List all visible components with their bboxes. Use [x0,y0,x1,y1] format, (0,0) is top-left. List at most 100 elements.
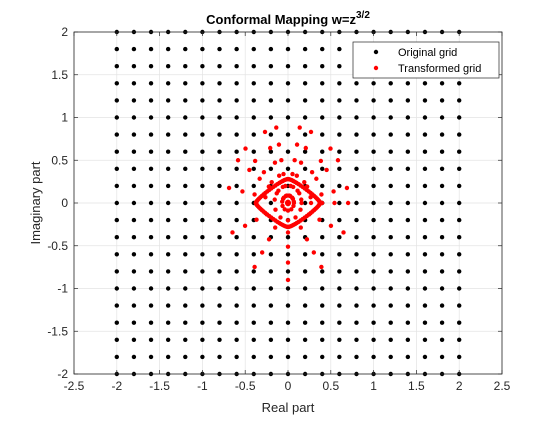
original-grid-point [354,252,359,257]
transformed-grid-point [273,207,278,212]
original-grid-point [354,166,359,171]
transformed-grid-point [283,193,288,199]
original-grid-point [268,286,274,291]
original-grid-point [148,166,154,171]
original-grid-point [320,166,325,171]
original-grid-point [183,354,188,360]
original-grid-point [148,81,154,86]
original-grid-point [200,98,205,103]
original-grid-point [217,183,222,189]
original-grid-point [200,303,205,308]
original-grid-point [200,286,205,291]
original-grid-point [183,320,188,325]
original-grid-point [371,286,376,291]
original-grid-point [114,337,120,342]
transformed-grid-point [285,230,291,235]
transformed-grid-point [341,230,346,235]
original-grid-point [302,81,308,86]
original-grid-point [251,46,256,52]
original-grid-point [405,183,411,189]
original-grid-point [439,132,445,137]
original-grid-point [148,320,154,325]
original-grid-point [251,303,256,308]
original-grid-point [457,354,462,360]
original-grid-point [320,132,325,137]
original-grid-point [457,81,462,86]
original-grid-point [405,235,411,240]
original-grid-point [439,320,445,325]
original-grid-point [268,269,274,274]
original-grid-point [131,200,137,206]
original-grid-point [422,81,428,86]
transformed-grid-point [297,125,302,130]
y-tick-label: 2 [61,25,68,39]
original-grid-point [302,98,308,103]
original-grid-point [405,286,411,291]
original-grid-point [165,166,171,171]
original-grid-point [457,235,462,240]
original-grid-point [302,337,308,342]
original-grid-point [165,337,171,342]
original-grid-point [148,183,154,189]
original-grid-point [251,63,256,69]
original-grid-point [165,320,171,325]
original-grid-point [268,166,274,171]
original-grid-point [183,166,188,171]
original-grid-point [200,252,205,257]
original-grid-point [320,98,325,103]
original-grid-point [200,46,205,52]
original-grid-point [439,98,445,103]
x-tick-label: 2 [456,379,463,393]
x-tick-label: -1.5 [149,379,170,393]
original-grid-point [268,320,274,325]
y-tick-label: 1 [61,111,68,125]
original-grid-point [285,337,291,342]
transformed-grid-point [291,199,296,204]
original-grid-point [131,354,137,360]
original-grid-point [388,269,393,274]
original-grid-point [251,320,256,325]
original-grid-point [337,286,342,291]
transformed-grid-point [319,264,324,270]
original-grid-point [320,81,325,86]
original-grid-point [131,217,137,223]
original-grid-point [337,320,342,325]
original-grid-point [405,303,411,308]
original-grid-point [131,286,137,291]
original-grid-point [183,252,188,257]
transformed-grid-points [226,125,351,283]
original-grid-point [217,81,222,86]
original-grid-point [217,269,222,274]
original-grid-point [251,252,256,257]
original-grid-point [457,183,462,189]
original-grid-point [354,81,359,86]
original-grid-point [337,81,342,86]
original-grid-point [114,200,120,206]
original-grid-point [200,149,205,154]
original-grid-point [131,269,137,274]
original-grid-point [114,303,120,308]
original-grid-point [457,98,462,103]
x-tick-label: 0.5 [322,379,339,393]
original-grid-point [268,46,274,52]
legend-label-original: Original grid [398,47,457,59]
original-grid-point [371,81,376,86]
original-grid-point [268,115,274,120]
y-tick-label: 1.5 [51,68,68,82]
original-grid-point [405,81,411,86]
original-grid-point [371,235,376,240]
original-grid-point [388,98,393,103]
original-grid-point [114,320,120,325]
original-grid-point [320,337,325,342]
original-grid-point [268,303,274,308]
legend: Original grid Transformed grid [352,41,500,79]
original-grid-point [200,354,205,360]
transformed-grid-point [254,217,259,222]
original-grid-point [183,98,188,103]
original-grid-point [422,183,428,189]
original-grid-point [114,354,120,360]
transformed-grid-point [242,223,248,228]
x-tick-label: 1.5 [408,379,425,393]
original-grid-point [131,337,137,342]
